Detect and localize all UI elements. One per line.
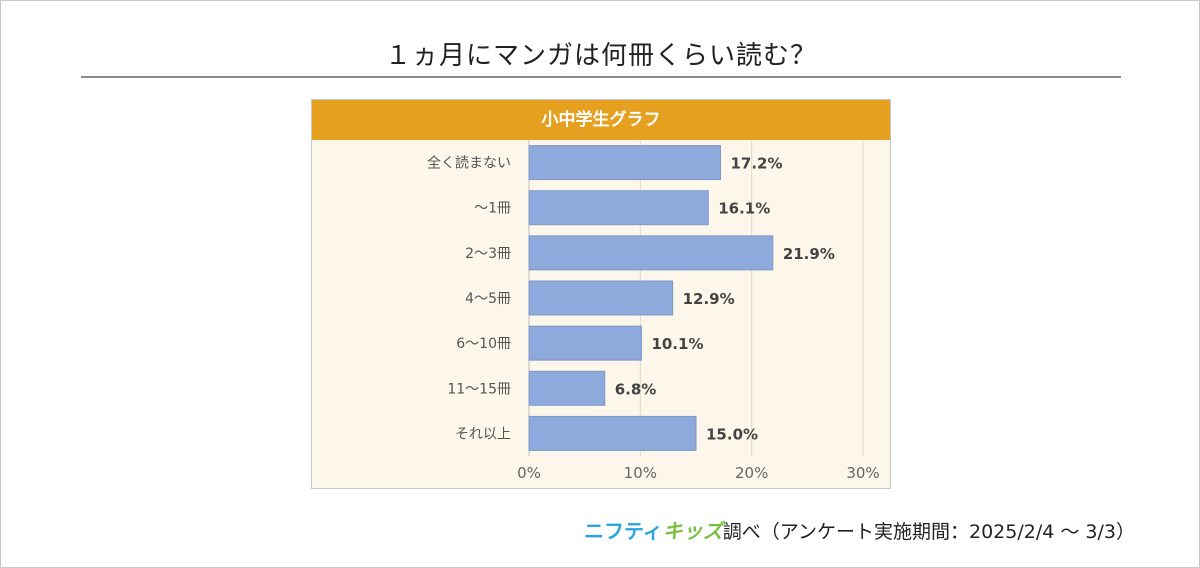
x-tick-label: 20% xyxy=(735,464,768,482)
chart-container: 全く読まない 17.2% 〜1冊 16.1% 2〜3冊 21.9% 4〜5冊 12.9% 6〜1… xyxy=(311,99,891,489)
bar xyxy=(528,190,709,226)
title-divider xyxy=(81,76,1121,78)
data-label: 16.1% xyxy=(718,200,770,218)
bar xyxy=(528,280,674,316)
category-label: 11〜15冊 xyxy=(447,381,511,397)
data-label: 12.9% xyxy=(683,290,735,308)
x-tick-label: 30% xyxy=(846,464,879,482)
data-label: 21.9% xyxy=(783,245,835,263)
bar xyxy=(528,370,606,406)
data-label: 6.8% xyxy=(615,380,657,398)
source-note: ニフティキッズ調べ（アンケート実施期間：2025/2/4 〜 3/3） xyxy=(584,515,1135,544)
data-label: 17.2% xyxy=(730,155,782,173)
bar xyxy=(528,145,721,181)
bar xyxy=(528,415,697,451)
x-tick-label: 10% xyxy=(624,464,657,482)
chart-title: 小中学生グラフ xyxy=(312,100,890,140)
category-label: 〜1冊 xyxy=(474,201,511,217)
bar xyxy=(528,235,774,271)
category-label: 2〜3冊 xyxy=(465,246,511,262)
data-label: 10.1% xyxy=(651,335,703,353)
category-label: 全く読まない xyxy=(427,155,511,172)
bar xyxy=(528,325,642,361)
brand-logo-part2: キッズ xyxy=(662,519,723,543)
page-title: １ヵ月にマンガは何冊くらい読む？ xyxy=(384,41,817,71)
brand-logo: ニフティキッズ xyxy=(584,519,723,543)
category-label: それ以上 xyxy=(455,426,511,442)
data-label: 15.0% xyxy=(706,425,758,443)
bar-chart: 全く読まない 17.2% 〜1冊 16.1% 2〜3冊 21.9% 4〜5冊 12.9% 6〜1… xyxy=(312,140,890,488)
category-label: 4〜5冊 xyxy=(465,291,511,307)
source-text: 調べ（アンケート実施期間：2025/2/4 〜 3/3） xyxy=(722,521,1135,543)
x-tick-label: 0% xyxy=(517,464,541,482)
brand-logo-part1: ニフティ xyxy=(583,519,663,543)
category-label: 6〜10冊 xyxy=(456,336,511,352)
